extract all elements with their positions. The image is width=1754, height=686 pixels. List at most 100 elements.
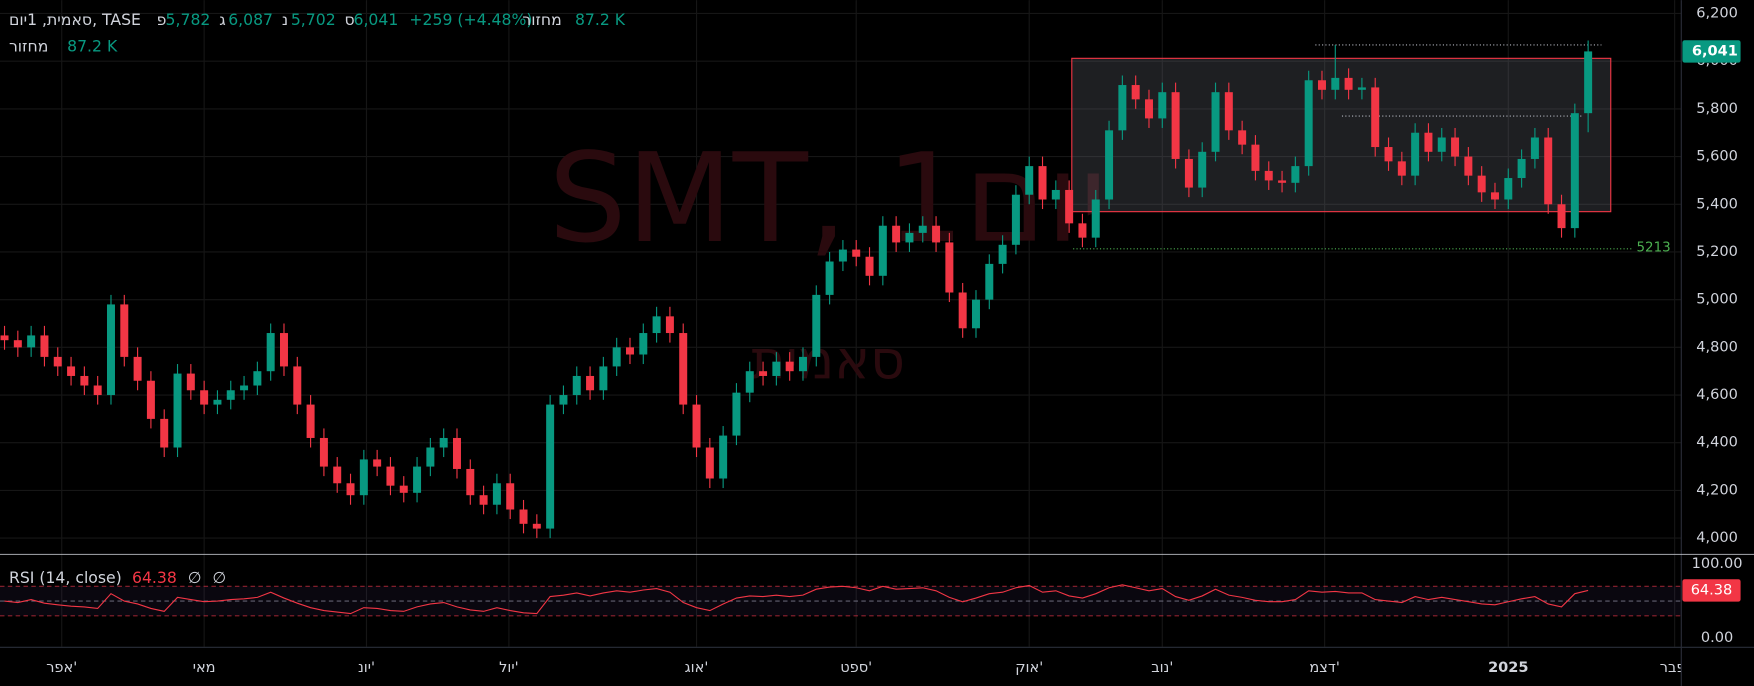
- candle-body: [1091, 199, 1100, 238]
- candle-body: [1384, 147, 1393, 162]
- candle-body: [692, 404, 701, 448]
- candle-body: [279, 333, 288, 367]
- candle-body: [625, 347, 634, 355]
- candle-body: [386, 466, 395, 486]
- y-tick-label: 4,800: [1696, 339, 1738, 355]
- candle-body: [1304, 80, 1313, 167]
- candle-body: [719, 435, 728, 479]
- candle-body: [0, 335, 9, 341]
- candle-body: [1530, 137, 1539, 159]
- rsi-value: 64.38: [132, 568, 177, 587]
- candle-body: [732, 392, 741, 436]
- candle-body: [1344, 77, 1353, 90]
- candle-body: [506, 483, 515, 510]
- candle-body: [53, 356, 62, 367]
- candle-body: [413, 466, 422, 493]
- x-tick-label: אוק': [1015, 660, 1043, 676]
- candle-body: [1464, 156, 1473, 176]
- candle-body: [439, 437, 448, 448]
- candle-body: [878, 225, 887, 276]
- candle-body: [1451, 137, 1460, 157]
- candle-body: [1424, 132, 1433, 152]
- rsi-extra: ∅: [213, 568, 227, 587]
- candle-body: [852, 249, 861, 257]
- candle-body: [772, 361, 781, 376]
- ohlc-prefix: ג: [219, 10, 225, 29]
- candle-body: [253, 371, 262, 386]
- candle-body: [93, 385, 102, 396]
- candle-body: [213, 399, 222, 405]
- candle-body: [80, 375, 89, 386]
- candle-body: [1105, 130, 1114, 200]
- candle-body: [359, 459, 368, 496]
- candle-body: [1198, 151, 1207, 188]
- candle-body: [426, 447, 435, 467]
- ohlc-value: 5,782: [166, 10, 211, 29]
- candle-body: [1584, 51, 1593, 114]
- candle-body: [466, 468, 475, 496]
- candle-body: [599, 366, 608, 391]
- candle-body: [1131, 85, 1140, 100]
- ohlc-value: 6,087: [228, 10, 273, 29]
- candle-body: [1025, 166, 1034, 195]
- candle-body: [652, 316, 661, 334]
- y-tick-label: 4,600: [1696, 387, 1738, 403]
- candle-body: [1211, 92, 1220, 152]
- candle-body: [373, 459, 382, 467]
- candle-body: [1038, 166, 1047, 200]
- candle-body: [293, 366, 302, 405]
- candle-body: [226, 390, 235, 400]
- y-tick-label: 4,200: [1696, 482, 1738, 498]
- candle-body: [865, 256, 874, 276]
- ohlc-prefix: נ: [282, 10, 288, 29]
- candle-body: [825, 261, 834, 295]
- candle-body: [346, 483, 355, 496]
- candle-body: [546, 404, 555, 529]
- rsi-tick-label: 100.00: [1692, 556, 1743, 572]
- support-label: 5213: [1637, 241, 1671, 256]
- candle-body: [612, 347, 621, 367]
- rsi-tag: [1682, 579, 1741, 602]
- plot: אפר' מאי יונ' יול' אוג' ספט' אוק' נוב' דצמ' 2025 פ…: [0, 40, 1682, 676]
- candle-body: [958, 292, 967, 329]
- candle-body: [1570, 113, 1579, 229]
- candle-body: [679, 333, 688, 405]
- watermark-sub: סאמית: [751, 328, 905, 391]
- candle-body: [705, 447, 714, 479]
- symbol-title: סאמית, 1יום, TASE: [9, 10, 141, 29]
- candle-body: [665, 316, 674, 334]
- ohlc-value: 6,041: [353, 10, 398, 29]
- y-tick-label: 4,400: [1696, 435, 1738, 451]
- range-box: [1071, 57, 1612, 213]
- y-tick-label: 5,400: [1696, 196, 1738, 212]
- candle-body: [1118, 85, 1127, 131]
- candle-body: [240, 385, 249, 391]
- rsi-title: RSI (14, close): [9, 568, 122, 587]
- candle-body: [905, 232, 914, 243]
- y-tick-label: 5,800: [1696, 101, 1738, 117]
- candle-body: [945, 242, 954, 293]
- candle-body: [67, 366, 76, 376]
- x-tick-label: 2025: [1488, 660, 1528, 676]
- candle-body: [1291, 166, 1300, 183]
- candle-body: [173, 373, 182, 448]
- candle-body: [1397, 161, 1406, 176]
- candle-body: [1011, 194, 1020, 245]
- candle-body: [1144, 99, 1153, 119]
- ohlc-value: 5,702: [291, 10, 336, 29]
- rsi-extra: ∅: [188, 568, 202, 587]
- candle-body: [1078, 223, 1087, 238]
- candle-body: [745, 371, 754, 393]
- x-tick-label: דצמ': [1309, 660, 1339, 676]
- candle-body: [1517, 158, 1526, 179]
- x-tick-label: נוב': [1151, 660, 1173, 676]
- change-label: +259 (+4.48%): [409, 10, 532, 29]
- candle-body: [306, 404, 315, 438]
- candle-body: [572, 375, 581, 396]
- candle-body: [1317, 80, 1326, 90]
- candle-body: [492, 483, 501, 505]
- candle-body: [586, 375, 595, 391]
- x-tick-label: מאי: [193, 660, 216, 676]
- x-tick-label: יונ': [358, 660, 375, 676]
- candle-body: [1051, 189, 1060, 200]
